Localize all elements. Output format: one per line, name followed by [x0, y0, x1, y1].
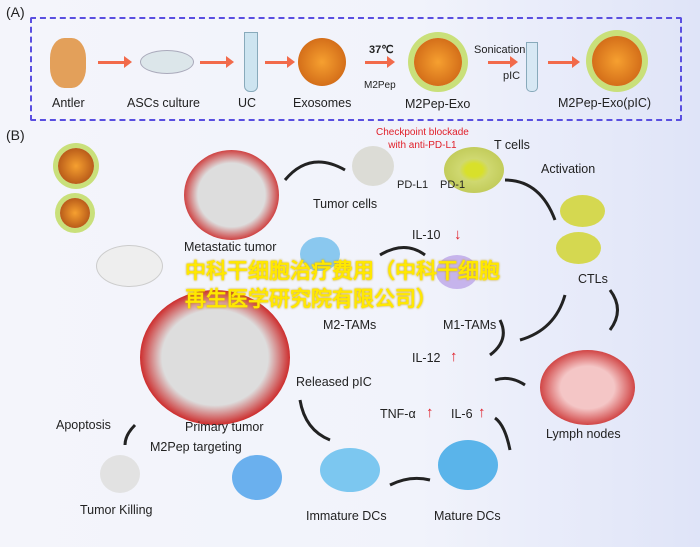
checkpoint-label: Checkpoint blockade with anti-PD-L1: [376, 127, 469, 151]
arrow-curve: [283, 160, 346, 181]
panel-a-box: [30, 17, 682, 121]
nanoparticle-icon: [58, 148, 94, 184]
petri-dish-icon: [140, 50, 194, 74]
tumor-killing-label: Tumor Killing: [80, 503, 153, 517]
released-pic-label: Released pIC: [296, 375, 372, 389]
temp-label: 37℃: [369, 44, 394, 56]
step-ascs: ASCs culture: [127, 96, 200, 110]
arrow: [265, 56, 295, 68]
t-cell-icon: [444, 147, 504, 193]
il10-label: IL-10: [412, 228, 441, 242]
pd-l1-label: PD-L1: [397, 179, 429, 191]
arrow: [548, 56, 580, 68]
t-cells-label: T cells: [494, 138, 530, 152]
m2pep-exo-pic-icon: [592, 36, 642, 86]
immature-dc-icon: [320, 448, 380, 492]
apoptosis-label: Apoptosis: [56, 418, 111, 432]
arrow-curve: [494, 416, 512, 451]
il6-up-arrow: ↑: [478, 404, 486, 421]
m1-tam-icon: [436, 255, 478, 289]
step-antler: Antler: [52, 96, 85, 110]
arrow-curve: [504, 178, 557, 221]
arrow-curve: [123, 423, 137, 446]
arrow: [365, 56, 395, 68]
arrow-curve: [519, 294, 567, 342]
mouse-icon: [96, 245, 163, 287]
ctl-icon: [560, 195, 605, 227]
arrow-curve: [608, 289, 619, 331]
m2-tam-icon: [300, 237, 340, 271]
m2pep-exo-icon: [414, 38, 462, 86]
arrow: [200, 56, 234, 68]
step-uc: UC: [238, 96, 257, 110]
tnf-up-arrow: ↑: [426, 404, 434, 421]
il12-up-arrow: ↑: [450, 348, 458, 365]
watermark: 中科干细胞治疗费用（中科干细胞再生医学研究院有限公司）: [185, 260, 500, 311]
panel-b-label: (B): [6, 127, 25, 143]
il10-down-arrow: ↓: [454, 226, 462, 243]
tumor-cell-icon: [352, 146, 394, 186]
step-exosomes: Exosomes: [293, 96, 352, 110]
lymph-nodes-label: Lymph nodes: [546, 427, 621, 441]
arrow: [488, 56, 518, 68]
pd-1-label: PD-1: [440, 179, 466, 191]
panel-a-label: (A): [6, 4, 25, 20]
step-m2pep-exo: M2Pep-Exo: [405, 97, 471, 111]
sonication-label: Sonication: [474, 44, 526, 56]
pic-label: pIC: [503, 70, 521, 82]
primary-tumor-label: Primary tumor: [185, 420, 264, 434]
arrow: [98, 56, 132, 68]
eppendorf-icon: [526, 42, 538, 92]
metastatic-tumor-icon: [184, 150, 279, 240]
lymph-node-icon: [540, 350, 635, 425]
il12-label: IL-12: [412, 351, 441, 365]
arrow-curve: [389, 476, 431, 487]
m1-tams-label: M1-TAMs: [443, 318, 497, 332]
tumor-cells-label: Tumor cells: [313, 197, 378, 211]
m2pep-label: M2Pep: [364, 80, 396, 91]
tube-icon: [244, 32, 258, 92]
immature-dcs-label: Immature DCs: [306, 509, 387, 523]
m2-tams-label: M2-TAMs: [323, 318, 377, 332]
macrophage-icon: [232, 455, 282, 500]
activation-label: Activation: [541, 162, 596, 176]
tnf-label: TNF-α: [380, 407, 416, 421]
arrow-curve: [494, 376, 526, 387]
arrow-curve: [298, 399, 331, 442]
step-m2pep-exo-pic: M2Pep-Exo(pIC): [558, 96, 652, 110]
deer-icon: [50, 38, 86, 88]
exosome-icon: [298, 38, 346, 86]
arrow-curve: [379, 246, 426, 257]
primary-tumor-icon: [140, 290, 290, 425]
dead-tumor-cell-icon: [100, 455, 140, 493]
mature-dcs-label: Mature DCs: [434, 509, 501, 523]
nanoparticle-icon: [60, 198, 90, 228]
arrow-curve: [489, 319, 505, 357]
il6-label: IL-6: [451, 407, 473, 421]
ctl-icon: [556, 232, 601, 264]
mature-dc-icon: [438, 440, 498, 490]
ctls-label: CTLs: [578, 272, 608, 286]
m2pep-targeting-label: M2Pep targeting: [150, 440, 242, 454]
metastatic-tumor-label: Metastatic tumor: [184, 240, 277, 254]
